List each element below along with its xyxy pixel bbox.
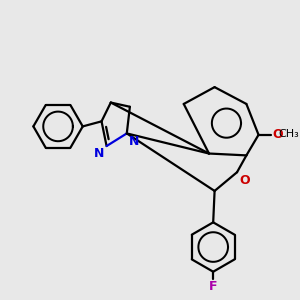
- Text: N: N: [94, 147, 104, 161]
- Text: O: O: [272, 128, 283, 141]
- Text: CH₃: CH₃: [278, 129, 299, 139]
- Text: O: O: [240, 174, 250, 187]
- Text: N: N: [129, 135, 140, 148]
- Text: F: F: [209, 280, 218, 293]
